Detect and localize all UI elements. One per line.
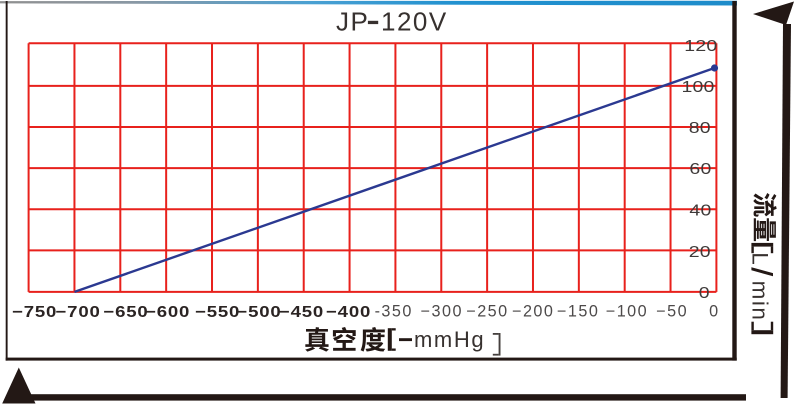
svg-text:0: 0 (699, 284, 710, 302)
svg-text:−150: −150 (557, 303, 599, 321)
svg-text:−300: −300 (421, 303, 463, 321)
svg-text:−750: −750 (12, 302, 57, 320)
svg-text:JP: JP (336, 7, 369, 37)
svg-text:60: 60 (689, 160, 711, 178)
svg-text:−450: −450 (279, 302, 324, 320)
svg-text:−500: −500 (236, 302, 281, 320)
svg-text:-350: -350 (375, 303, 413, 321)
svg-text:−400: −400 (326, 302, 371, 320)
svg-text:−100: −100 (606, 303, 648, 321)
svg-text:100: 100 (681, 78, 714, 96)
svg-text:−550: −550 (195, 302, 240, 320)
svg-text:40: 40 (689, 201, 711, 219)
svg-text:20: 20 (689, 243, 711, 261)
svg-text:80: 80 (689, 119, 711, 137)
svg-text:−650: −650 (103, 302, 148, 320)
svg-text:−250: −250 (466, 303, 508, 321)
svg-text:L: L (748, 252, 773, 265)
svg-text:−200: −200 (512, 303, 554, 321)
svg-text:−700: −700 (56, 302, 101, 320)
svg-text:−50: −50 (656, 303, 688, 321)
svg-text:0: 0 (709, 303, 719, 321)
svg-text:120: 120 (684, 37, 717, 55)
svg-text:mmHg: mmHg (414, 327, 485, 352)
svg-text:120V: 120V (381, 7, 448, 37)
svg-text:min: min (748, 281, 773, 322)
svg-text:−600: −600 (145, 302, 190, 320)
